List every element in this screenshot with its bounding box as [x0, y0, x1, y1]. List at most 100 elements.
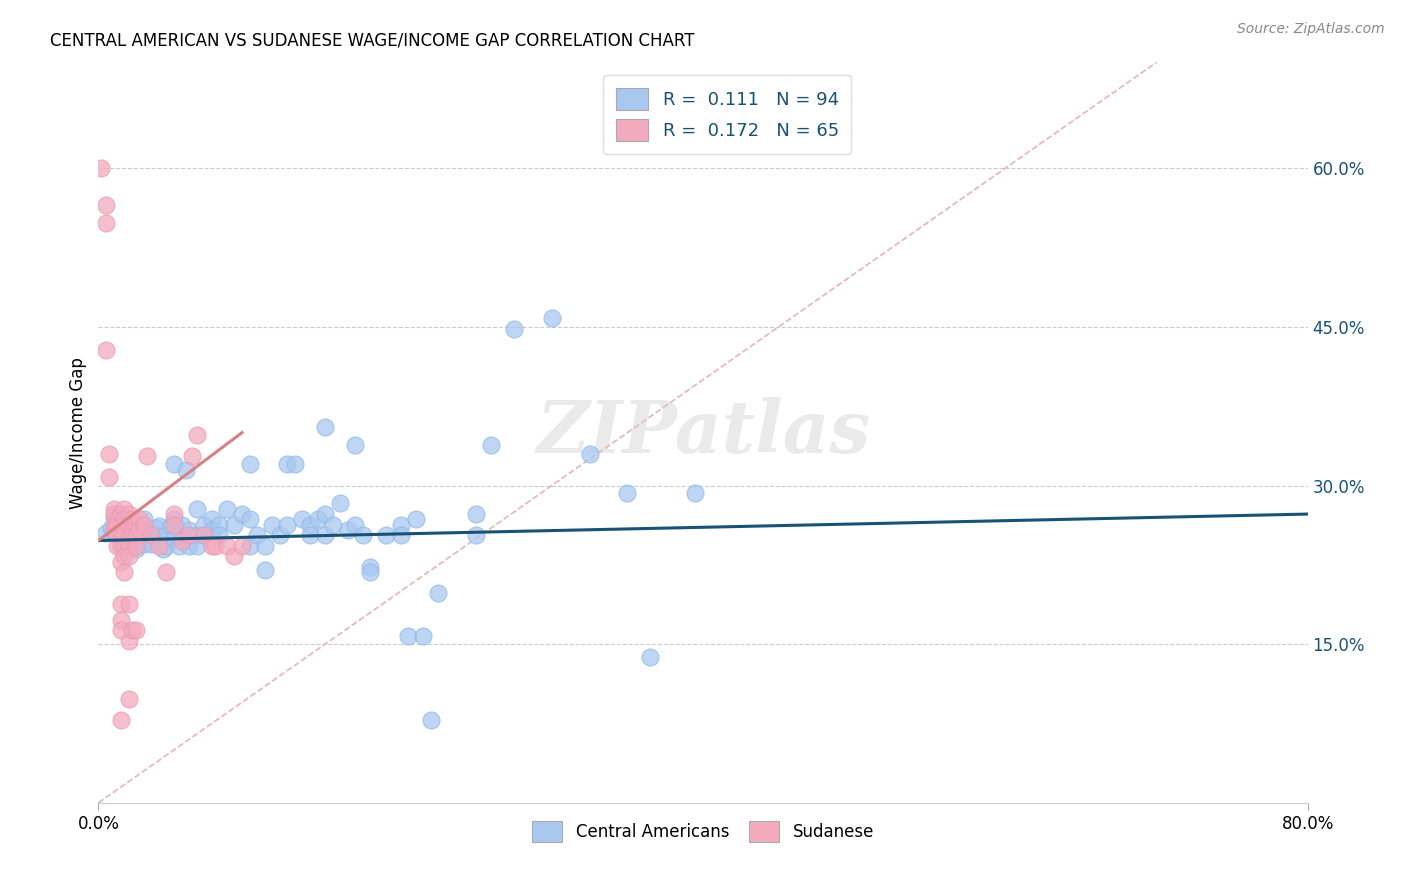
Point [336, 523, 359, 537]
Point [103, 517, 125, 532]
Point [638, 649, 661, 664]
Point [112, 566, 135, 580]
Point [132, 536, 155, 550]
Point [100, 521, 122, 535]
Point [163, 507, 186, 521]
Point [135, 523, 157, 537]
Point [201, 523, 224, 537]
Point [163, 512, 186, 526]
Point [360, 560, 382, 574]
Point [110, 532, 132, 546]
Point [155, 566, 177, 580]
Point [201, 539, 224, 553]
Point [405, 512, 427, 526]
Point [110, 597, 132, 611]
Point [121, 624, 143, 638]
Point [163, 458, 186, 472]
Point [103, 526, 125, 541]
Point [224, 549, 246, 564]
Point [503, 322, 526, 336]
Point [121, 528, 143, 542]
Point [103, 510, 125, 524]
Point [118, 692, 141, 706]
Point [114, 536, 136, 550]
Point [118, 541, 141, 556]
Point [193, 528, 215, 542]
Point [352, 528, 374, 542]
Point [112, 528, 135, 542]
Text: ZIPatlas: ZIPatlas [536, 397, 870, 468]
Point [110, 517, 132, 532]
Point [314, 528, 336, 542]
Point [110, 516, 132, 530]
Point [112, 501, 135, 516]
Point [276, 458, 298, 472]
Point [148, 539, 170, 553]
Point [103, 523, 125, 537]
Point [291, 512, 314, 526]
Point [163, 517, 186, 532]
Point [389, 517, 412, 532]
Point [314, 420, 336, 434]
Point [132, 512, 155, 526]
Point [125, 517, 148, 532]
Point [94, 216, 117, 230]
Y-axis label: Wage/Income Gap: Wage/Income Gap [69, 357, 87, 508]
Point [374, 528, 396, 542]
Point [616, 486, 638, 500]
Point [186, 539, 208, 553]
Point [135, 449, 157, 463]
Point [215, 539, 238, 553]
Point [148, 518, 170, 533]
Point [578, 447, 600, 461]
Point [141, 526, 163, 541]
Point [179, 528, 201, 542]
Point [420, 714, 443, 728]
Point [148, 529, 170, 543]
Point [98, 470, 121, 484]
Point [121, 536, 143, 550]
Point [276, 517, 298, 532]
Point [121, 512, 143, 526]
Point [465, 528, 488, 542]
Point [110, 507, 132, 521]
Point [110, 521, 132, 535]
Point [128, 532, 150, 546]
Point [128, 512, 150, 526]
Point [181, 449, 204, 463]
Point [105, 528, 128, 542]
Point [314, 507, 336, 521]
Point [118, 526, 141, 541]
Point [141, 528, 163, 542]
Point [193, 528, 215, 542]
Point [110, 539, 132, 553]
Point [118, 517, 141, 532]
Point [125, 541, 148, 556]
Point [179, 523, 201, 537]
Point [299, 517, 322, 532]
Point [112, 549, 135, 564]
Point [186, 501, 208, 516]
Point [208, 517, 231, 532]
Point [110, 624, 132, 638]
Point [170, 517, 193, 532]
Point [208, 528, 231, 542]
Point [224, 517, 246, 532]
Point [412, 629, 434, 643]
Point [121, 523, 143, 537]
Point [215, 501, 238, 516]
Point [112, 539, 135, 553]
Point [186, 427, 208, 442]
Point [112, 517, 135, 532]
Point [231, 539, 253, 553]
Point [110, 528, 132, 542]
Point [170, 533, 193, 548]
Point [396, 629, 419, 643]
Point [253, 563, 276, 577]
Point [141, 536, 163, 550]
Point [193, 517, 215, 532]
Point [167, 539, 190, 553]
Point [94, 526, 117, 541]
Point [125, 539, 148, 553]
Point [284, 458, 307, 472]
